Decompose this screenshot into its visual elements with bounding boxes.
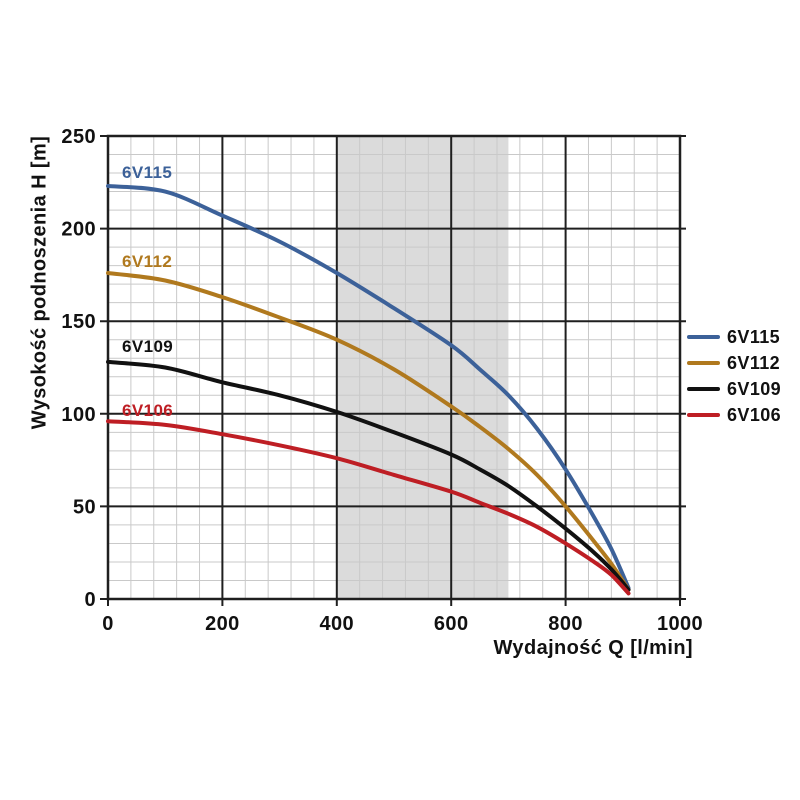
x-tick-label: 1000 [657,613,703,635]
curve-label-6V112: 6V112 [122,252,173,271]
y-tick-label: 150 [61,311,96,333]
legend-label: 6V115 [727,326,781,347]
legend-item-6V109: 6V109 [687,376,781,402]
legend-label: 6V106 [727,404,782,425]
legend-item-6V115: 6V115 [687,324,781,350]
plot-border [106,134,682,601]
curve-6V115 [106,184,631,590]
curve-6V109 [106,359,631,592]
legend-item-6V112: 6V112 [687,350,781,376]
x-axis-title: Wydajność Q [l/min] [493,637,693,659]
curve-6V106 [106,419,631,596]
legend-label: 6V109 [727,378,782,399]
y-tick-label: 250 [61,126,96,148]
legend-line-icon [687,361,720,365]
x-tick-label: 0 [102,613,114,635]
x-tick-label: 800 [548,613,583,635]
curve-label-6V115: 6V115 [122,163,173,182]
y-tick-label: 0 [84,589,96,611]
legend: 6V115 6V112 6V109 6V106 [687,324,781,428]
curve-6V112 [106,271,631,592]
recommended-duty-band [336,136,509,599]
x-tick-label: 400 [320,613,355,635]
y-axis-title: Wysokość podnoszenia H [m] [28,135,51,430]
legend-line-icon [687,387,720,391]
y-tick-label: 200 [61,219,96,241]
legend-label: 6V112 [727,352,781,373]
curve-label-6V106: 6V106 [122,401,174,420]
curve-label-6V109: 6V109 [122,337,174,356]
legend-item-6V106: 6V106 [687,402,781,428]
legend-line-icon [687,335,720,339]
x-tick-label: 600 [434,613,469,635]
x-tick-label: 200 [205,613,240,635]
y-tick-label: 100 [61,404,96,426]
legend-line-icon [687,413,720,417]
y-tick-label: 50 [73,496,96,518]
